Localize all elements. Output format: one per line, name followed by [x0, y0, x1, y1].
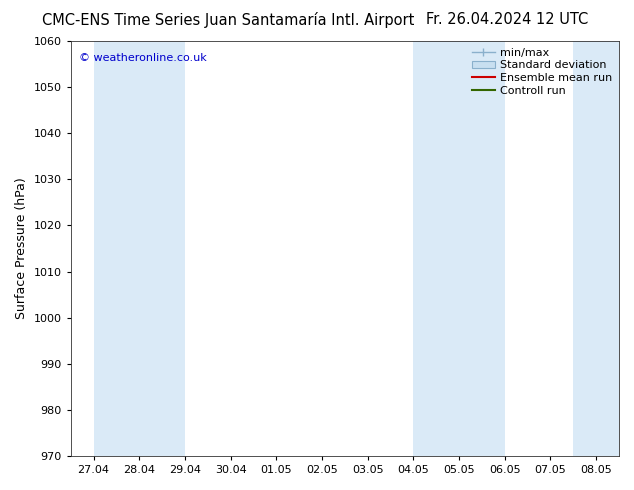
Bar: [573, 41, 619, 456]
Text: © weatheronline.co.uk: © weatheronline.co.uk: [79, 53, 207, 64]
Legend: min/max, Standard deviation, Ensemble mean run, Controll run: min/max, Standard deviation, Ensemble me…: [469, 45, 616, 99]
Y-axis label: Surface Pressure (hPa): Surface Pressure (hPa): [15, 178, 28, 319]
Bar: [413, 41, 505, 456]
Bar: [94, 41, 185, 456]
Text: CMC-ENS Time Series Juan Santamaría Intl. Airport: CMC-ENS Time Series Juan Santamaría Intl…: [42, 12, 415, 28]
Text: Fr. 26.04.2024 12 UTC: Fr. 26.04.2024 12 UTC: [426, 12, 588, 27]
